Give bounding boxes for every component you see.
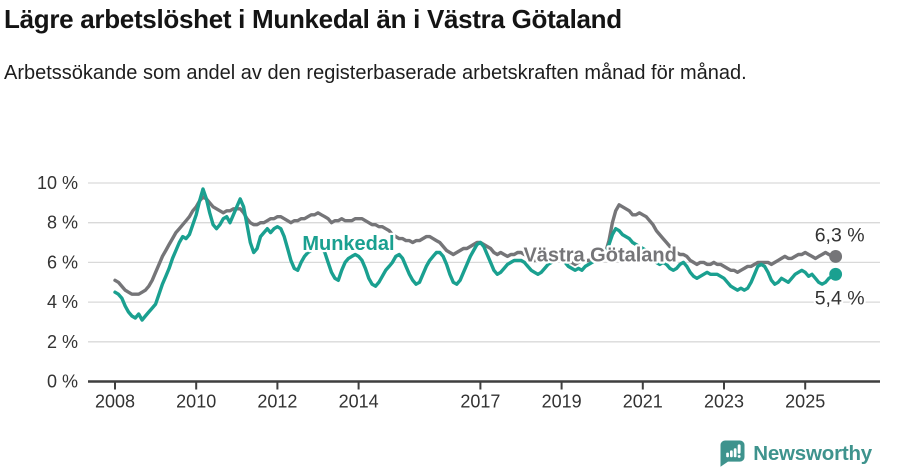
brand-footer: Newsworthy [719, 439, 872, 468]
y-axis-tick-label: 2 % [47, 332, 78, 352]
chart-header: Lägre arbetslöshet i Munkedal än i Västr… [4, 4, 884, 88]
series-line-munkedal [113, 187, 838, 322]
x-axis-tick-label: 2010 [176, 392, 216, 412]
x-axis-tick-label: 2025 [785, 392, 825, 412]
newsworthy-logo-icon [720, 440, 745, 467]
series-end-value-label: 6,3 % [815, 224, 865, 246]
x-axis-tick-label: 2021 [623, 392, 663, 412]
x-axis-tick-label: 2017 [460, 392, 500, 412]
y-axis-tick-label: 6 % [47, 252, 78, 272]
y-axis-tick-label: 0 % [47, 372, 78, 392]
series-name-label: Munkedal [302, 233, 394, 255]
brand-name: Newsworthy [753, 441, 872, 465]
x-axis-tick-label: 2014 [339, 392, 379, 412]
x-axis-tick-label: 2012 [257, 392, 297, 412]
series-end-value-label: 5,4 % [815, 287, 865, 309]
series-end-dot [829, 267, 843, 281]
x-axis-tick-label: 2008 [95, 392, 135, 412]
x-axis-tick-label: 2019 [542, 392, 582, 412]
y-axis-tick-label: 8 % [47, 213, 78, 233]
y-axis-tick-label: 10 % [37, 173, 78, 193]
series-name-label: Västra Götaland [523, 244, 676, 266]
x-axis-tick-label: 2023 [704, 392, 744, 412]
page-title: Lägre arbetslöshet i Munkedal än i Västr… [4, 4, 622, 34]
y-axis-tick-label: 4 % [47, 292, 78, 312]
chart-subtitle: Arbetssökande som andel av den registerb… [4, 62, 747, 85]
series-end-dot [829, 250, 843, 263]
